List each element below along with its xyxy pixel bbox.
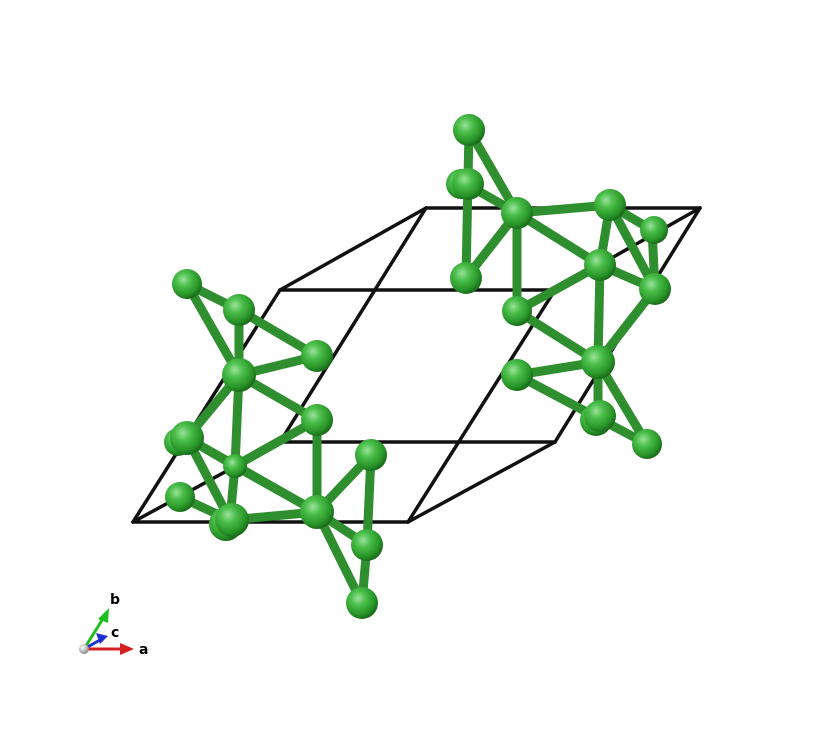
atom[interactable] xyxy=(223,294,255,326)
atom[interactable] xyxy=(501,359,533,391)
atom[interactable] xyxy=(632,429,662,459)
atom[interactable] xyxy=(450,262,482,294)
atom[interactable] xyxy=(351,529,383,561)
b-axis-label: b xyxy=(110,592,120,608)
a-axis-label: a xyxy=(139,642,148,658)
b-axis-arrow xyxy=(82,616,106,650)
atom[interactable] xyxy=(355,439,387,471)
atom[interactable] xyxy=(584,400,616,432)
axis-origin xyxy=(79,644,89,654)
a-axis-arrowhead xyxy=(120,643,134,655)
c-axis-arrowhead xyxy=(96,633,108,644)
bond xyxy=(182,279,244,380)
atom[interactable] xyxy=(640,216,668,244)
atom[interactable] xyxy=(165,482,195,512)
atom[interactable] xyxy=(172,269,202,299)
atom[interactable] xyxy=(581,345,615,379)
atom[interactable] xyxy=(639,273,671,305)
atom[interactable] xyxy=(452,168,484,200)
cell-edge xyxy=(406,288,557,524)
cell-edge xyxy=(131,288,282,524)
cell-edge xyxy=(406,440,557,524)
atom[interactable] xyxy=(502,296,532,326)
atom[interactable] xyxy=(301,340,333,372)
c-axis-label: c xyxy=(111,625,119,641)
cell-edge xyxy=(278,206,428,292)
atom[interactable] xyxy=(346,587,378,619)
atom[interactable] xyxy=(594,189,626,221)
atom[interactable] xyxy=(501,197,533,229)
bond xyxy=(461,125,474,283)
cell-edge xyxy=(278,206,428,444)
atom[interactable] xyxy=(453,114,485,146)
atom[interactable] xyxy=(584,249,616,281)
bond xyxy=(512,208,605,270)
atom[interactable] xyxy=(222,358,256,392)
atom[interactable] xyxy=(301,404,333,436)
atoms xyxy=(164,114,671,619)
axis-indicator: b c a xyxy=(79,592,148,658)
atom[interactable] xyxy=(300,495,334,529)
b-axis-arrowhead xyxy=(98,608,109,623)
atom[interactable] xyxy=(170,421,204,455)
atom[interactable] xyxy=(215,503,249,537)
unit-cell-edges xyxy=(131,206,702,524)
atom[interactable] xyxy=(223,454,247,478)
